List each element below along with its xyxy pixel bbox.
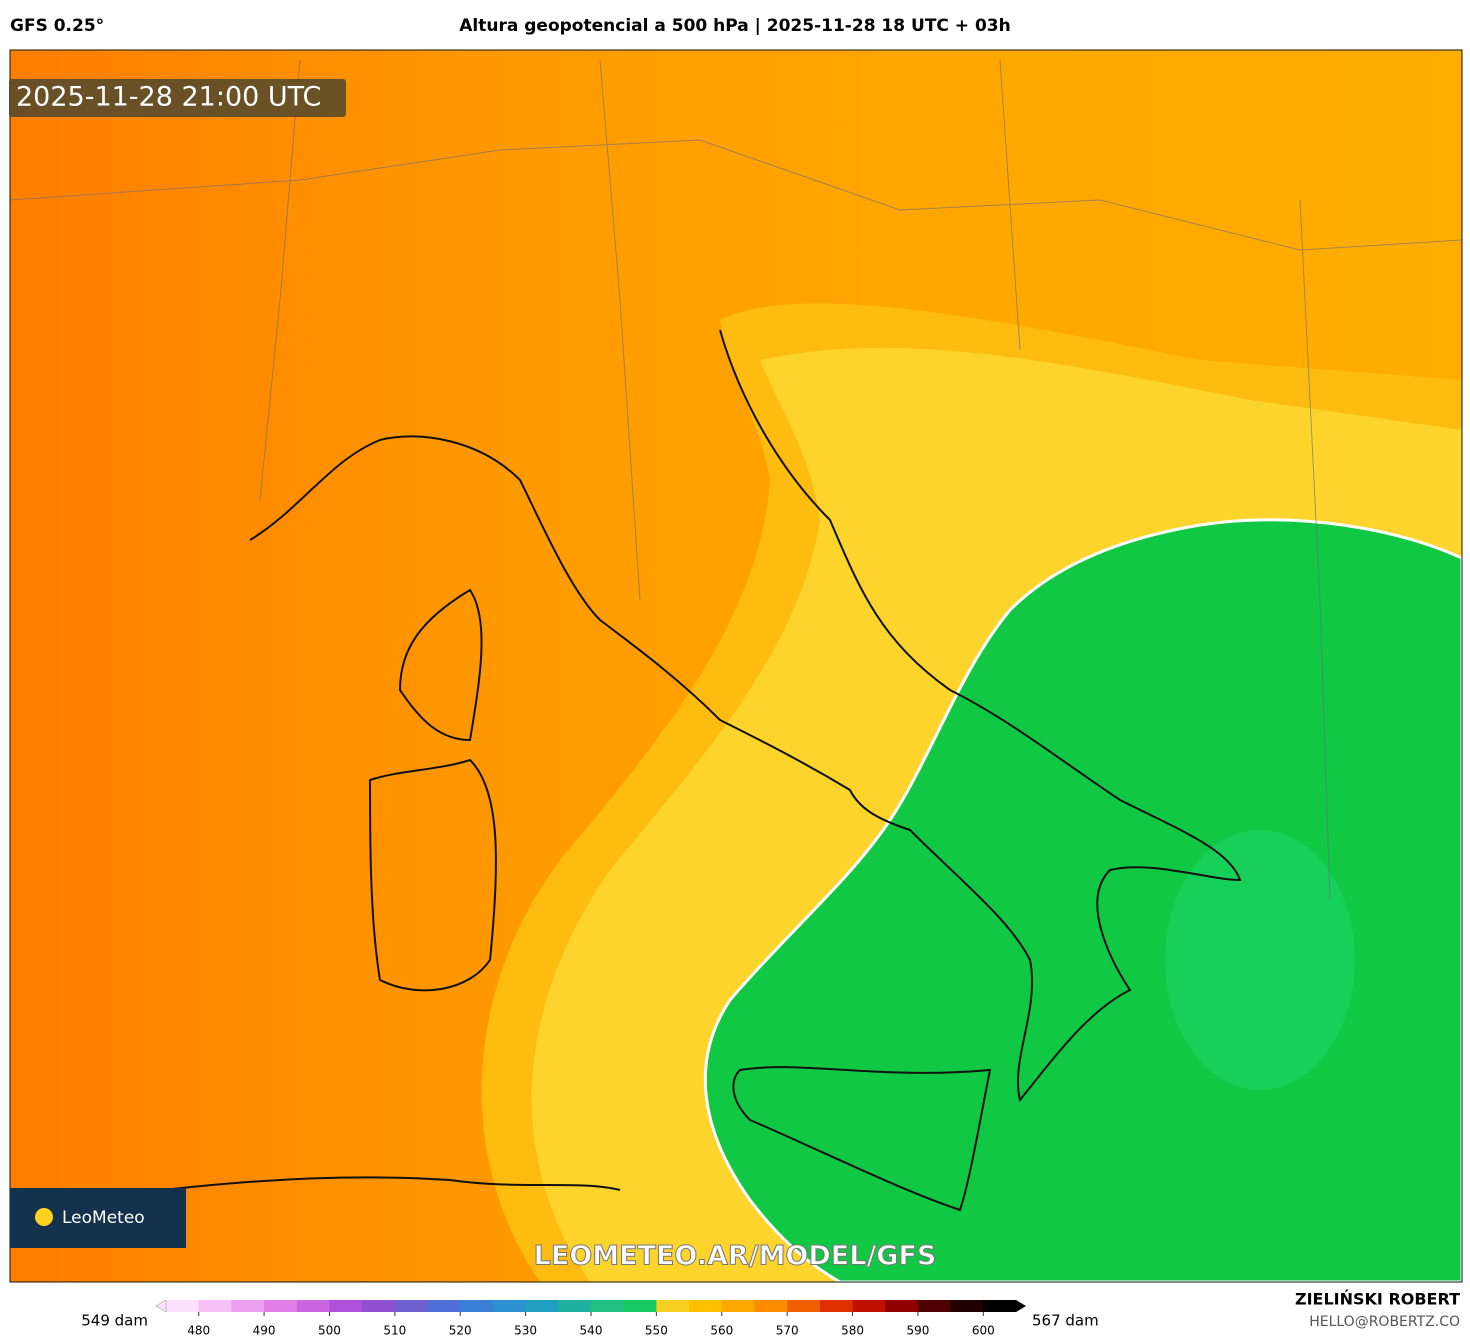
colorbar-segment	[525, 1300, 559, 1312]
colorbar-segment	[591, 1300, 625, 1312]
colorbar-end	[1016, 1300, 1026, 1312]
colorbar-min-label: 549 dam	[81, 1312, 148, 1330]
colorbar-segment	[623, 1300, 657, 1312]
borders	[10, 59, 1462, 901]
colorbar-tick-label: 480	[187, 1324, 210, 1338]
colorbar-tick-label: 580	[841, 1324, 864, 1338]
map-area	[10, 50, 1462, 1282]
colorbar-segment	[950, 1300, 984, 1312]
colorbar-segment	[264, 1300, 298, 1312]
colorbar-segment	[427, 1300, 461, 1312]
colorbar-tick-label: 500	[318, 1324, 341, 1338]
model-label: GFS 0.25°	[10, 16, 104, 36]
colorbar-segment	[166, 1300, 200, 1312]
colorbar-segment	[689, 1300, 723, 1312]
colorbar-segment	[198, 1300, 232, 1312]
colorbar-tick-label: 540	[580, 1324, 603, 1338]
contour-inner	[1165, 830, 1355, 1090]
author: ZIELIŃSKI ROBERT	[1295, 1290, 1460, 1309]
colorbar-tick-label: 550	[645, 1324, 668, 1338]
colorbar-segment	[558, 1300, 592, 1312]
map-title: Altura geopotencial a 500 hPa | 2025-11-…	[459, 16, 1010, 36]
map-frame	[9, 49, 1463, 1283]
colorbar-max-label: 567 dam	[1032, 1312, 1099, 1330]
colorbar-segment	[296, 1300, 330, 1312]
colorbar-segment	[754, 1300, 788, 1312]
colorbar-segment	[460, 1300, 494, 1312]
colorbar-segment	[917, 1300, 952, 1312]
contour-552	[703, 518, 1462, 1282]
colorbar-tick-label: 530	[514, 1324, 537, 1338]
colorbar-segment	[983, 1300, 1017, 1312]
colorbar-segment	[852, 1300, 886, 1312]
colorbar-tick-label: 510	[383, 1324, 406, 1338]
colorbar-segment	[231, 1300, 265, 1312]
colorbar-tick-label: 520	[449, 1324, 472, 1338]
colorbar-segment	[329, 1300, 363, 1312]
colorbar-segment	[721, 1300, 755, 1312]
time-badge	[9, 79, 346, 117]
logo-text: LeoMeteo	[62, 1208, 145, 1228]
colorbar-tick-label: 560	[710, 1324, 733, 1338]
watermark: LEOMETEO.AR/MODEL/GFS	[534, 1241, 937, 1272]
colorbar-tick-label: 570	[776, 1324, 799, 1338]
valid-time: 2025-11-28 21:00 UTC	[16, 82, 321, 113]
colorbar-tick-label: 490	[253, 1324, 276, 1338]
colorbar-segment	[492, 1300, 527, 1312]
colorbar-segment	[787, 1300, 821, 1312]
email: HELLO@ROBERTZ.CO	[1309, 1314, 1460, 1330]
colorbar-tick-label: 600	[972, 1324, 995, 1338]
colorbar-segment	[394, 1300, 429, 1312]
colorbar-segment	[885, 1300, 919, 1312]
logo-sun	[35, 1208, 53, 1226]
colorbar: 480 490 500 510 520 530 540 550 560 570 580 590 600	[155, 1299, 1026, 1338]
colorbar-segment	[656, 1300, 690, 1312]
colorbar-end	[155, 1299, 167, 1313]
colorbar-segment	[362, 1300, 396, 1312]
colorbar-segment	[819, 1300, 854, 1312]
colorbar-tick-label: 590	[906, 1324, 929, 1338]
